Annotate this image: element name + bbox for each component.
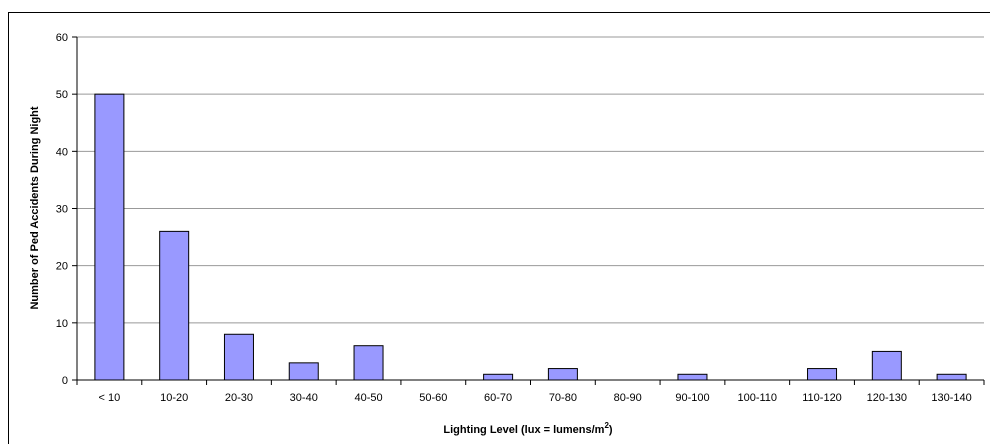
x-tick-label: 10-20	[160, 392, 188, 404]
y-tick-label: 40	[56, 146, 68, 158]
y-tick-label: 50	[56, 89, 68, 101]
x-tick-label: 80-90	[614, 392, 642, 404]
x-axis-title: Lighting Level (lux = lumens/m2)	[443, 421, 613, 436]
x-tick-label: 120-130	[867, 392, 907, 404]
x-tick-label: 40-50	[354, 392, 382, 404]
bar	[807, 368, 838, 381]
x-axis-title-main: Lighting Level (lux = lumens/m	[443, 424, 604, 436]
y-tick-label: 60	[56, 32, 68, 44]
bar	[94, 93, 125, 381]
bar	[483, 373, 514, 381]
y-tick-labels: 0 10 20 30 40 50 60	[56, 32, 68, 387]
x-tick-label: 30-40	[290, 392, 318, 404]
y-axis-title: Number of Ped Accidents During Night	[29, 106, 41, 309]
bar	[547, 368, 578, 381]
x-tick-label: 90-100	[675, 392, 709, 404]
axes	[72, 36, 985, 385]
y-tick-label: 20	[56, 261, 68, 273]
y-tick-label: 10	[56, 318, 68, 330]
bar	[871, 350, 902, 381]
x-tick-label: 60-70	[484, 392, 512, 404]
x-tick-labels: < 10 10-20 20-30 30-40 40-50 50-60 60-70 70-80 8…	[99, 392, 972, 404]
bar	[159, 230, 190, 381]
bar	[288, 362, 319, 381]
x-tick-label: 110-120	[802, 392, 842, 404]
x-tick-label: < 10	[99, 392, 121, 404]
x-tick-label: 50-60	[419, 392, 447, 404]
x-tick-label: 70-80	[549, 392, 577, 404]
x-axis-title-superscript: 2	[604, 421, 609, 430]
bar	[936, 373, 967, 381]
bar	[223, 333, 254, 381]
x-tick-label: 130-140	[931, 392, 971, 404]
x-axis-title-suffix: )	[609, 424, 613, 436]
x-tick-label: 100-110	[737, 392, 777, 404]
bars	[94, 93, 967, 381]
gridlines	[77, 36, 984, 324]
bar	[353, 345, 384, 381]
bar	[677, 373, 708, 381]
y-tick-label: 0	[62, 375, 68, 387]
x-tick-label: 20-30	[225, 392, 253, 404]
y-tick-label: 30	[56, 204, 68, 216]
